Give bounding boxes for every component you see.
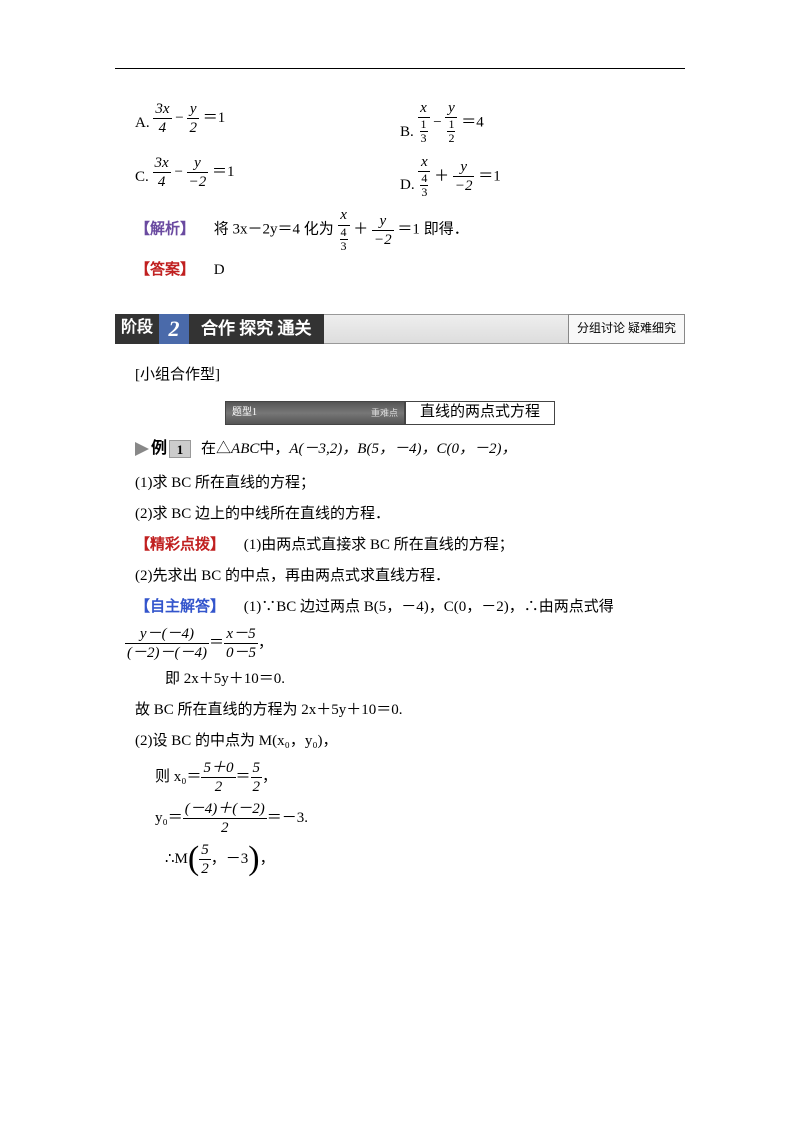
option-row-ab: A. 3x4 − y2 ＝1 B. x13 − y12 ＝4 bbox=[115, 100, 685, 146]
answer-tag: 【答案】 bbox=[135, 262, 195, 278]
section-banner: 阶段 2 合作 探究 通关 分组讨论 疑难细究 bbox=[115, 314, 685, 344]
lparen-icon: ( bbox=[188, 847, 199, 871]
option-row-cd: C. 3x4 − y−2 ＝1 D. x43 ＋ y−2 ＝1 bbox=[115, 154, 685, 200]
answer-line: 【答案】 D bbox=[135, 257, 685, 284]
question-1: (1)求 BC 所在直线的方程； bbox=[135, 470, 685, 497]
banner-right: 分组讨论 疑难细究 bbox=[568, 314, 685, 344]
point-m: ∴M ( 52 ， －3 ) ， bbox=[165, 841, 685, 878]
line-simplified: 即 2x＋5y＋10＝0. bbox=[165, 666, 685, 693]
option-a-label: A. bbox=[135, 110, 150, 137]
equation-y0: y₀＝ (－4)＋(－2)2 ＝－3. bbox=[155, 800, 685, 837]
topic-title: 直线的两点式方程 bbox=[405, 401, 555, 425]
option-b-label: B. bbox=[400, 119, 414, 146]
question-2: (2)求 BC 边上的中线所在直线的方程． bbox=[135, 501, 685, 528]
option-c-label: C. bbox=[135, 164, 149, 191]
answer-value: D bbox=[199, 262, 225, 278]
solve-line-1: 【自主解答】 (1)∵BC 边过两点 B(5，－4)，C(0，－2)，∴由两点式… bbox=[135, 594, 685, 621]
group-type: [小组合作型] bbox=[135, 362, 685, 389]
topic-left: 题型1 重难点 bbox=[225, 401, 405, 425]
option-c: C. 3x4 − y−2 ＝1 bbox=[115, 154, 400, 200]
rparen-icon: ) bbox=[248, 847, 259, 871]
option-d-label: D. bbox=[400, 172, 415, 199]
analysis-tag: 【解析】 bbox=[135, 222, 195, 238]
option-b: B. x13 − y12 ＝4 bbox=[400, 100, 685, 146]
part2-intro: (2)设 BC 的中点为 M(x₀，y₀)， bbox=[135, 728, 685, 755]
example-num: 1 bbox=[169, 440, 191, 458]
example-head: 例 1 在△ABC 中，A(－3,2)，B(5，－4)，C(0，－2)， bbox=[135, 435, 685, 464]
option-d: D. x43 ＋ y−2 ＝1 bbox=[400, 154, 685, 200]
analysis-line: 【解析】 将 3x－2y＝4 化为 x43 ＋ y−2 ＝1 即得． bbox=[135, 207, 685, 253]
hint-tag: 【精彩点拨】 bbox=[135, 537, 225, 553]
equation-x0: 则 x₀＝ 5＋02 ＝ 52 ， bbox=[155, 759, 685, 796]
equation-two-point: y－(－4)(－2)－(－4) ＝ x－50－5 ， bbox=[125, 625, 685, 662]
banner-stage: 阶段 bbox=[115, 314, 159, 344]
option-a: A. 3x4 − y2 ＝1 bbox=[115, 100, 400, 146]
hint-line-1: 【精彩点拨】 (1)由两点式直接求 BC 所在直线的方程； bbox=[135, 532, 685, 559]
banner-fill bbox=[324, 314, 568, 344]
example-arrow-icon bbox=[135, 442, 149, 456]
banner-num: 2 bbox=[159, 314, 189, 344]
solve-tag: 【自主解答】 bbox=[135, 599, 225, 615]
example-label: 例 bbox=[151, 435, 167, 464]
hint-line-2: (2)先求出 BC 的中点，再由两点式求直线方程． bbox=[135, 563, 685, 590]
banner-title: 合作 探究 通关 bbox=[189, 314, 324, 344]
topic-bar: 题型1 重难点 直线的两点式方程 bbox=[225, 401, 685, 425]
line-conclusion: 故 BC 所在直线的方程为 2x＋5y＋10＝0. bbox=[135, 697, 685, 724]
